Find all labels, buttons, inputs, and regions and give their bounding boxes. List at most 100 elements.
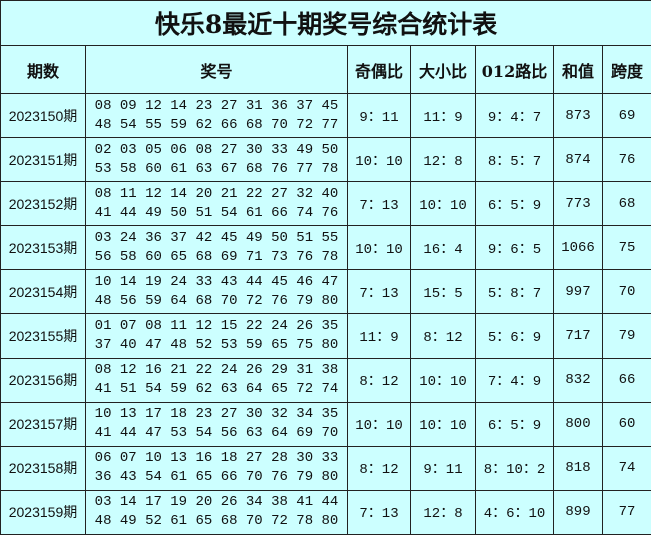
table-row: 2023152期 08 11 12 14 20 21 22 27 32 40 41 … <box>0 181 651 227</box>
period-cell: 2023150期 <box>0 92 86 139</box>
big-small-cell: 12：8 <box>410 489 476 535</box>
big-small-cell: 10：10 <box>410 181 476 227</box>
numbers-line-2: 48 54 55 59 62 66 68 70 72 77 <box>94 116 339 133</box>
sum-cell: 997 <box>553 269 603 315</box>
mod012-cell: 8：5：7 <box>475 137 554 183</box>
span-cell: 74 <box>601 445 651 491</box>
numbers-line-1: 08 09 12 14 23 27 31 36 37 45 <box>94 97 339 114</box>
period-cell: 2023152期 <box>0 181 86 227</box>
numbers-cell: 10 13 17 18 23 27 30 32 34 35 41 44 47 53… <box>85 401 348 447</box>
sum-cell: 1066 <box>553 225 603 271</box>
odd-even-cell: 9：11 <box>347 92 411 139</box>
table-title: 快乐8最近十期奖号综合统计表 <box>0 0 651 46</box>
sum-cell: 773 <box>553 181 603 227</box>
span-cell: 75 <box>601 225 651 271</box>
big-small-cell: 11：9 <box>410 92 476 139</box>
period-cell: 2023151期 <box>0 137 86 183</box>
span-cell: 70 <box>601 269 651 315</box>
numbers-cell: 06 07 10 13 16 18 27 28 30 33 36 43 54 61… <box>85 445 348 491</box>
numbers-line-2: 53 58 60 61 63 67 68 76 77 78 <box>94 160 339 177</box>
header-span: 跨度 <box>601 45 651 94</box>
numbers-line-1: 06 07 10 13 16 18 27 28 30 33 <box>94 450 339 467</box>
sum-cell: 818 <box>553 445 603 491</box>
table-row: 2023156期 08 12 16 21 22 24 26 29 31 38 41 … <box>0 357 651 403</box>
odd-even-cell: 8：12 <box>347 357 411 403</box>
span-cell: 60 <box>601 401 651 447</box>
numbers-cell: 03 14 17 19 20 26 34 38 41 44 48 49 52 61… <box>85 489 348 535</box>
table-row: 2023151期 02 03 05 06 08 27 30 33 49 50 53 … <box>0 137 651 183</box>
odd-even-cell: 7：13 <box>347 181 411 227</box>
mod012-cell: 5：8：7 <box>475 269 554 315</box>
big-small-cell: 10：10 <box>410 401 476 447</box>
span-cell: 79 <box>601 313 651 359</box>
period-cell: 2023155期 <box>0 313 86 359</box>
period-cell: 2023153期 <box>0 225 86 271</box>
period-cell: 2023156期 <box>0 357 86 403</box>
table-row: 2023159期 03 14 17 19 20 26 34 38 41 44 48 … <box>0 489 651 535</box>
table-row: 2023157期 10 13 17 18 23 27 30 32 34 35 41 … <box>0 401 651 447</box>
period-cell: 2023157期 <box>0 401 86 447</box>
span-cell: 69 <box>601 92 651 139</box>
numbers-cell: 02 03 05 06 08 27 30 33 49 50 53 58 60 61… <box>85 137 348 183</box>
span-cell: 66 <box>601 357 651 403</box>
header-numbers: 奖号 <box>85 45 348 94</box>
numbers-line-2: 48 49 52 61 65 68 70 72 78 80 <box>94 513 339 530</box>
numbers-line-2: 36 43 54 61 65 66 70 76 79 80 <box>94 469 339 486</box>
numbers-cell: 03 24 36 37 42 45 49 50 51 55 56 58 60 65… <box>85 225 348 271</box>
numbers-cell: 10 14 19 24 33 43 44 45 46 47 48 56 59 64… <box>85 269 348 315</box>
big-small-cell: 8：12 <box>410 313 476 359</box>
table-row: 2023158期 06 07 10 13 16 18 27 28 30 33 36 … <box>0 445 651 491</box>
mod012-cell: 9：6：5 <box>475 225 554 271</box>
numbers-line-1: 01 07 08 11 12 15 22 24 26 35 <box>94 318 339 335</box>
odd-even-cell: 10：10 <box>347 225 411 271</box>
mod012-cell: 4：6：10 <box>475 489 554 535</box>
header-mod012: 012路比 <box>475 45 554 94</box>
mod012-cell: 6：5：9 <box>475 181 554 227</box>
mod012-cell: 6：5：9 <box>475 401 554 447</box>
numbers-line-1: 03 24 36 37 42 45 49 50 51 55 <box>94 229 339 246</box>
span-cell: 68 <box>601 181 651 227</box>
table-row: 2023153期 03 24 36 37 42 45 49 50 51 55 56 … <box>0 225 651 271</box>
numbers-line-2: 41 44 49 50 51 54 61 66 74 76 <box>94 204 339 221</box>
numbers-line-2: 41 44 47 53 54 56 63 64 69 70 <box>94 425 339 442</box>
odd-even-cell: 10：10 <box>347 137 411 183</box>
period-cell: 2023159期 <box>0 489 86 535</box>
sum-cell: 832 <box>553 357 603 403</box>
sum-cell: 800 <box>553 401 603 447</box>
mod012-cell: 8：10：2 <box>475 445 554 491</box>
big-small-cell: 16：4 <box>410 225 476 271</box>
sum-cell: 899 <box>553 489 603 535</box>
numbers-line-1: 03 14 17 19 20 26 34 38 41 44 <box>94 494 339 511</box>
odd-even-cell: 8：12 <box>347 445 411 491</box>
numbers-line-2: 41 51 54 59 62 63 64 65 72 74 <box>94 381 339 398</box>
numbers-line-1: 08 12 16 21 22 24 26 29 31 38 <box>94 362 339 379</box>
numbers-line-1: 02 03 05 06 08 27 30 33 49 50 <box>94 141 339 158</box>
span-cell: 77 <box>601 489 651 535</box>
table-row: 2023155期 01 07 08 11 12 15 22 24 26 35 37 … <box>0 313 651 359</box>
span-cell: 76 <box>601 137 651 183</box>
header-odd-even: 奇偶比 <box>347 45 411 94</box>
odd-even-cell: 7：13 <box>347 489 411 535</box>
period-cell: 2023154期 <box>0 269 86 315</box>
big-small-cell: 12：8 <box>410 137 476 183</box>
numbers-line-2: 48 56 59 64 68 70 72 76 79 80 <box>94 292 339 309</box>
numbers-cell: 08 11 12 14 20 21 22 27 32 40 41 44 49 50… <box>85 181 348 227</box>
numbers-line-1: 10 13 17 18 23 27 30 32 34 35 <box>94 406 339 423</box>
sum-cell: 874 <box>553 137 603 183</box>
mod012-cell: 7：4：9 <box>475 357 554 403</box>
header-period: 期数 <box>0 45 86 94</box>
mod012-cell: 9：4：7 <box>475 92 554 139</box>
header-big-small: 大小比 <box>410 45 476 94</box>
numbers-cell: 08 09 12 14 23 27 31 36 37 45 48 54 55 59… <box>85 92 348 139</box>
big-small-cell: 9：11 <box>410 445 476 491</box>
header-row: 期数 奖号 奇偶比 大小比 012路比 和值 跨度 <box>0 45 651 94</box>
odd-even-cell: 11：9 <box>347 313 411 359</box>
mod012-cell: 5：6：9 <box>475 313 554 359</box>
numbers-line-2: 37 40 47 48 52 53 59 65 75 80 <box>94 337 339 354</box>
period-cell: 2023158期 <box>0 445 86 491</box>
sum-cell: 717 <box>553 313 603 359</box>
sum-cell: 873 <box>553 92 603 139</box>
odd-even-cell: 7：13 <box>347 269 411 315</box>
numbers-line-1: 10 14 19 24 33 43 44 45 46 47 <box>94 273 339 290</box>
